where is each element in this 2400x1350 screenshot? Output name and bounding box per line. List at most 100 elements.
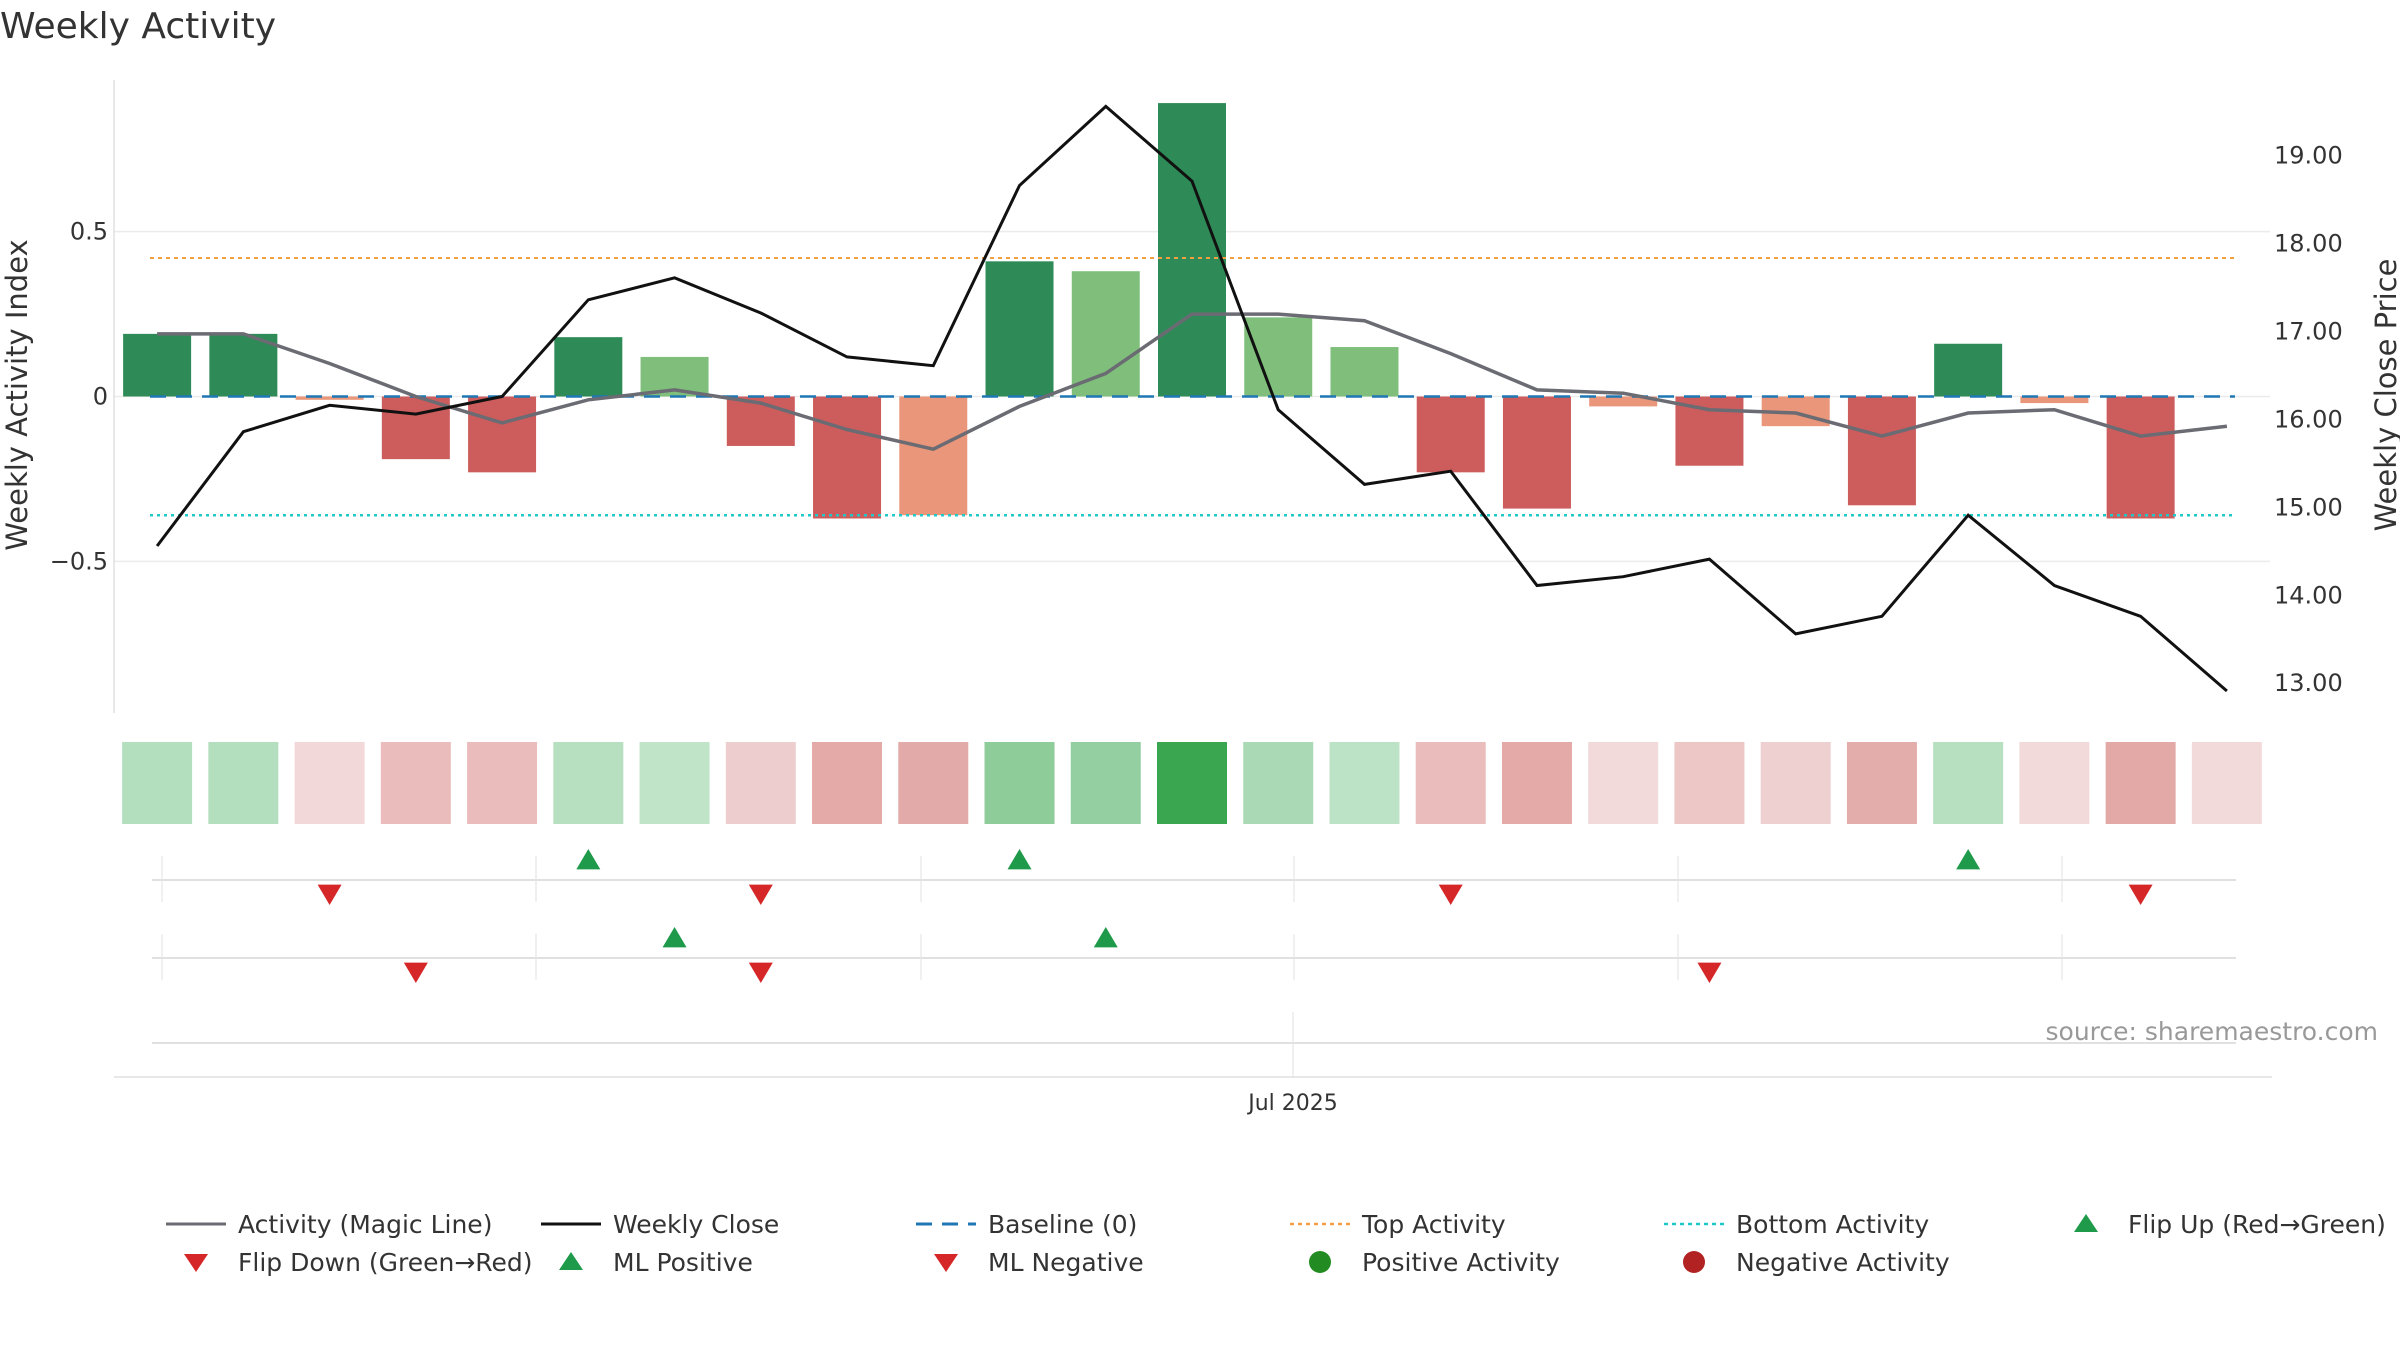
legend-label: ML Positive xyxy=(613,1248,753,1277)
right-axis-ticks: 19.00 18.00 17.00 16.00 15.00 14.00 13.00 xyxy=(2274,142,2343,698)
legend-label: Weekly Close xyxy=(613,1210,779,1239)
legend-item: Baseline (0) xyxy=(916,1210,1137,1239)
legend-label: Flip Up (Red→Green) xyxy=(2128,1210,2386,1239)
activity-bar xyxy=(1244,317,1313,397)
heat-cell xyxy=(639,742,710,824)
activity-bar xyxy=(123,333,192,397)
activity-bar xyxy=(468,396,537,473)
magic-line xyxy=(157,312,2228,452)
activity-bar xyxy=(1158,103,1226,397)
activity-bar xyxy=(2106,396,2175,519)
legend-label: Baseline (0) xyxy=(988,1210,1137,1239)
flip-down-marker xyxy=(748,884,773,905)
activity-bar xyxy=(1502,396,1571,509)
legend-triangle-up-icon xyxy=(559,1252,583,1270)
activity-bar xyxy=(899,396,968,516)
legend-label: Top Activity xyxy=(1361,1210,1506,1239)
legend-label: Flip Down (Green→Red) xyxy=(238,1248,533,1277)
legend-item: Flip Down (Green→Red) xyxy=(184,1248,533,1277)
heat-cell xyxy=(1846,742,1917,824)
legend-item: ML Negative xyxy=(934,1248,1144,1277)
y2-tick-label: 15.00 xyxy=(2274,493,2343,521)
y2-axis-label: Weekly Close Price xyxy=(2369,259,2400,532)
heat-cell xyxy=(812,742,883,824)
heat-cell xyxy=(380,742,451,824)
heat-cell xyxy=(898,742,969,824)
legend-circle-icon xyxy=(1683,1251,1705,1273)
heat-cell xyxy=(1070,742,1141,824)
y2-tick-label: 16.00 xyxy=(2274,405,2343,433)
activity-bar xyxy=(1330,347,1399,397)
activity-bar xyxy=(985,261,1054,397)
ml-negative-marker xyxy=(748,962,773,983)
heat-cell xyxy=(2019,742,2090,824)
flip-marker-panels xyxy=(152,849,2236,983)
y2-tick-label: 13.00 xyxy=(2274,669,2343,697)
series-lines xyxy=(155,104,2228,693)
heat-cell xyxy=(553,742,624,824)
legend-label: Activity (Magic Line) xyxy=(238,1210,492,1239)
activity-bar xyxy=(1934,343,2003,397)
legend-label: Positive Activity xyxy=(1362,1248,1560,1277)
activity-bar xyxy=(2020,396,2089,404)
heat-cell xyxy=(1415,742,1486,824)
y-tick-label: −0.5 xyxy=(50,547,108,575)
x-tick-jul-2025: Jul 2025 xyxy=(1246,1091,1338,1116)
heat-cell xyxy=(1760,742,1831,824)
flip-down-marker xyxy=(1438,884,1463,905)
ml-positive-marker xyxy=(1093,927,1118,948)
activity-bar xyxy=(1847,396,1916,506)
activity-bar xyxy=(813,396,882,519)
legend-label: Bottom Activity xyxy=(1736,1210,1929,1239)
y-tick-label: 0 xyxy=(93,383,108,411)
legend-item: ML Positive xyxy=(559,1248,753,1277)
ml-negative-marker xyxy=(403,962,428,983)
legend-item: Flip Up (Red→Green) xyxy=(2074,1210,2386,1239)
y2-tick-label: 14.00 xyxy=(2274,581,2343,609)
heat-cell xyxy=(2105,742,2176,824)
heat-cell xyxy=(1933,742,2004,824)
heat-cell xyxy=(122,742,193,824)
heat-cell xyxy=(1501,742,1572,824)
legend-triangle-up-icon xyxy=(2074,1214,2098,1232)
heat-cell xyxy=(984,742,1055,824)
legend-label: Negative Activity xyxy=(1736,1248,1950,1277)
activity-bar xyxy=(1416,396,1485,473)
heat-cell xyxy=(208,742,279,824)
y2-tick-label: 17.00 xyxy=(2274,318,2343,346)
legend-item: Weekly Close xyxy=(541,1210,779,1239)
flip-up-marker xyxy=(576,849,601,870)
left-axis-ticks: 0.5 0 −0.5 xyxy=(50,218,108,576)
legend-label: ML Negative xyxy=(988,1248,1144,1277)
legend-item: Positive Activity xyxy=(1309,1248,1560,1277)
heat-cell xyxy=(1674,742,1745,824)
legend-item: Activity (Magic Line) xyxy=(166,1210,492,1239)
flip-up-marker xyxy=(1956,849,1981,870)
legend-triangle-down-icon xyxy=(184,1254,208,1272)
activity-bars xyxy=(123,103,2175,519)
weekly-close-line xyxy=(155,104,2228,693)
y2-tick-label: 19.00 xyxy=(2274,142,2343,170)
activity-bar xyxy=(295,396,364,400)
source-note: source: sharemaestro.com xyxy=(2046,1017,2379,1046)
heat-cell xyxy=(294,742,365,824)
legend-item: Negative Activity xyxy=(1683,1248,1950,1277)
y-axis-label: Weekly Activity Index xyxy=(0,239,34,550)
flip-down-marker xyxy=(317,884,342,905)
ml-negative-marker xyxy=(1697,962,1722,983)
activity-heat-strip xyxy=(122,742,2262,824)
chart-title: Weekly Activity xyxy=(0,6,276,47)
activity-bar xyxy=(381,396,450,460)
legend-item: Top Activity xyxy=(1290,1210,1506,1239)
ml-positive-marker xyxy=(662,927,687,948)
heat-cell xyxy=(1329,742,1400,824)
legend-triangle-down-icon xyxy=(934,1254,958,1272)
heat-cell xyxy=(1243,742,1314,824)
legend-circle-icon xyxy=(1309,1251,1331,1273)
date-axis xyxy=(114,1012,2272,1078)
y2-tick-label: 18.00 xyxy=(2274,230,2343,258)
activity-bar xyxy=(1589,396,1658,407)
heat-cell xyxy=(467,742,538,824)
flip-down-marker xyxy=(2128,884,2153,905)
